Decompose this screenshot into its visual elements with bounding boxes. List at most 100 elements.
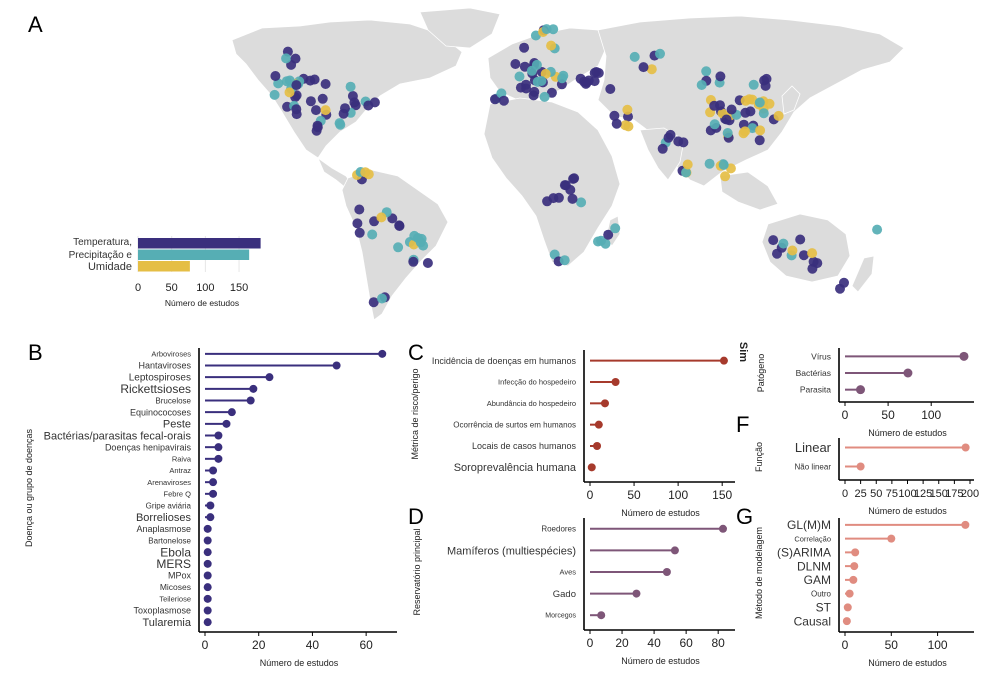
category-label: Morcegos [545,613,576,620]
lollipop-dot [206,501,215,510]
x-tick-label: 40 [647,636,661,650]
map-point [514,71,525,82]
y-axis-label: Função [754,442,764,472]
category-label: Causal [794,614,831,628]
bar [138,249,250,260]
x-tick-label: 50 [166,282,178,294]
panel-label-f: F [736,412,749,437]
map-point [542,196,553,207]
category-label: Linear [795,440,832,455]
lollipop-dot [203,536,212,545]
map-point [528,90,539,101]
category-label: Vírus [811,351,831,361]
map-point [715,71,726,82]
map-point [655,48,665,59]
category-label: Correlação [794,534,831,543]
x-axis-label: Número de estudos [868,658,947,668]
x-tick-label: 100 [928,638,948,652]
lollipop-dot [856,385,866,395]
category-label: Brucelose [155,396,191,405]
map-point [557,73,568,84]
map-point [872,224,883,235]
map-europe [487,27,607,101]
category-label: Doenças henipavirais [105,442,192,452]
map-point [567,193,578,204]
y-axis-label: Doença ou grupo de doenças [24,428,34,547]
map-point [553,192,564,203]
map-point [367,229,378,240]
lollipop-dot [203,571,212,580]
map-point [721,114,732,125]
map-point [309,74,320,85]
x-tick-label: 20 [615,636,629,650]
lollipop-dot [209,466,218,475]
x-tick-label: 0 [587,636,594,650]
category-label: GL(M)M [787,518,831,532]
map-point [646,64,657,75]
map-point [740,95,751,106]
map-point [622,104,633,115]
map-point [377,293,387,304]
map-point [536,76,547,86]
lollipop-dot [206,513,215,522]
lollipop-dot [850,562,859,571]
x-tick-label: 0 [202,638,209,652]
map-point [720,171,731,182]
map-point [761,73,772,84]
x-tick-label: 20 [252,638,266,652]
lollipop-dot [203,524,212,533]
map-point [609,110,620,121]
map-point [605,84,616,94]
lollipop-dot [849,575,858,584]
lollipop-dot [903,368,913,378]
map-africa [483,97,621,267]
category-label: Mamíferos (multiespécies) [447,545,576,557]
x-tick-label: 150 [930,488,948,500]
map-point [291,104,302,115]
lollipop-dot [593,442,602,450]
bar [138,238,261,249]
category-label: (S)ARIMA [777,546,831,560]
category-label: Equinococoses [130,407,192,417]
map-point [291,80,302,91]
map-point [629,51,640,62]
lollipop-chart-g: 0 50 100 Número de estudos Método de modelag… [754,518,974,668]
map-point [541,24,552,35]
lollipop-dot [959,351,969,361]
map-point [317,93,328,104]
map-point [638,62,649,73]
map-point [490,94,500,105]
map-point [376,212,387,223]
bar [138,261,190,272]
x-tick-label: 80 [712,636,726,650]
lollipop-dot [203,559,212,568]
map-point [539,91,550,102]
map-point [519,42,530,53]
panel-label-c: C [408,340,424,365]
map-point [284,87,295,98]
category-label: MPox [168,571,192,581]
map-point [546,87,557,98]
lollipop-dot [203,606,212,615]
map-point [526,65,537,76]
lollipop-chart-d: 0 20 40 60 80 Número de estudos Reservatório p… [412,518,735,666]
x-tick-label: 25 [855,488,867,500]
map-point [620,120,631,131]
category-label: Bactérias/parasitas fecal-orais [44,430,192,442]
map-new-zealand [851,255,875,293]
map-point [393,242,404,253]
x-tick-label: 100 [921,408,941,422]
inset-category-label: Temperatura, [73,237,132,248]
map-point [354,204,365,215]
map-point [394,221,405,231]
category-label: Bactérias [796,368,831,378]
x-tick-label: 125 [914,488,932,500]
map-point [807,248,818,259]
category-label: Hantaviroses [138,361,191,371]
lollipop-dot [719,356,728,365]
map-point [568,173,579,184]
x-axis-label: Número de estudos [621,656,700,666]
map-point [311,105,321,116]
